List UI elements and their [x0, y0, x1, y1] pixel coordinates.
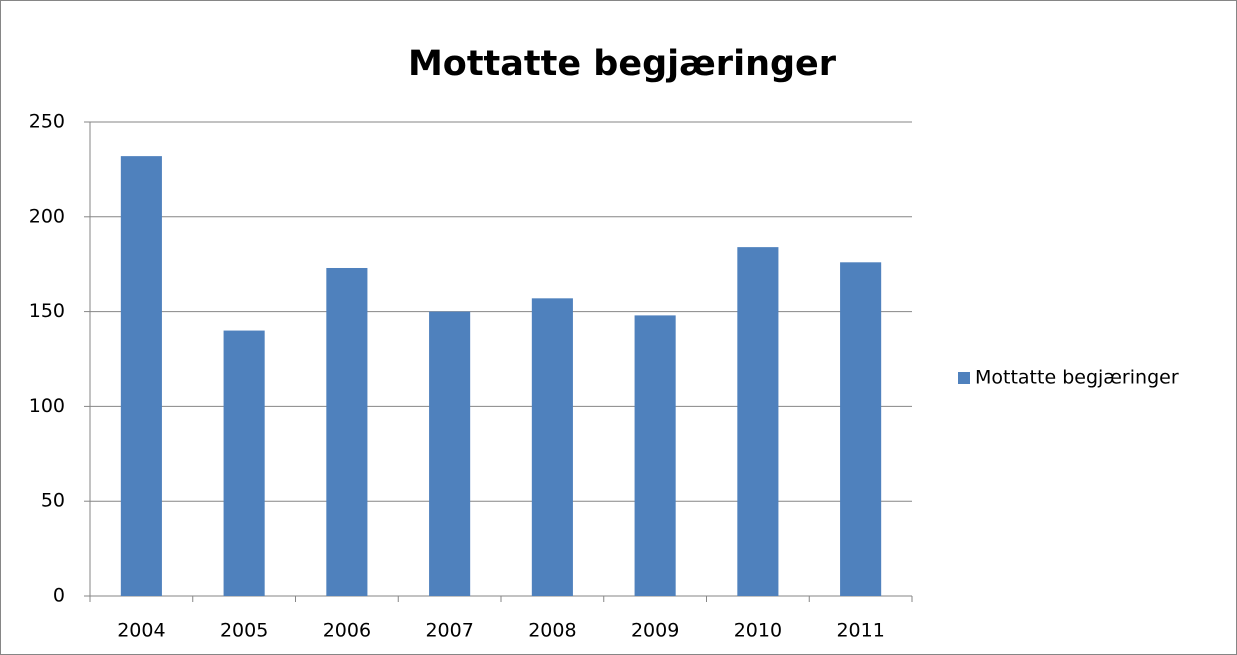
bar: [326, 267, 368, 596]
bar: [840, 262, 882, 596]
y-tick-label: 0: [53, 585, 65, 607]
y-tick-label: 50: [41, 490, 65, 512]
x-tick-label: 2008: [528, 620, 576, 642]
y-tick-label: 250: [29, 111, 65, 133]
bar: [634, 315, 676, 596]
y-tick-label: 200: [29, 205, 65, 227]
legend-swatch: [958, 372, 970, 384]
x-tick-label: 2011: [836, 620, 884, 642]
bar: [737, 247, 779, 597]
y-tick-label: 100: [29, 395, 65, 417]
chart-title: Mottatte begjæringer: [408, 44, 837, 84]
x-tick-label: 2009: [631, 620, 679, 642]
bar: [120, 156, 162, 597]
x-tick-label: 2010: [734, 620, 782, 642]
x-tick-label: 2006: [323, 620, 371, 642]
x-tick-label: 2004: [117, 620, 165, 642]
bar: [223, 330, 265, 596]
x-tick-label: 2005: [220, 620, 268, 642]
bar: [429, 311, 471, 596]
legend-label: Mottatte begjæringer: [975, 367, 1179, 389]
x-tick-label: 2007: [425, 620, 473, 642]
y-tick-label: 150: [29, 300, 65, 322]
bar: [531, 298, 573, 596]
